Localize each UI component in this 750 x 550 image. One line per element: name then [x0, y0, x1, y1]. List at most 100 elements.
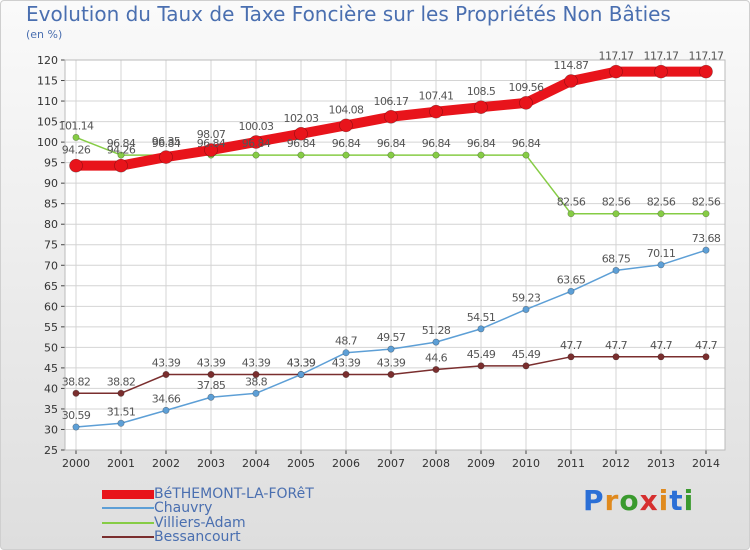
data-label-bethemont-2009: 108.5 [467, 85, 496, 98]
data-point-bessancourt-2008 [432, 366, 440, 374]
data-point-villiers-2014 [702, 210, 710, 218]
data-point-bethemont-2009 [474, 100, 488, 115]
data-label-bessancourt-2004: 43.39 [242, 357, 271, 370]
data-point-chauvry-2004 [252, 389, 260, 397]
legend-swatch-chauvry [102, 507, 154, 509]
y-tick-label-55: 55 [44, 321, 58, 334]
data-point-bessancourt-2009 [477, 362, 485, 370]
data-label-villiers-2005: 96.84 [287, 137, 316, 150]
legend-swatch-bethemont [102, 489, 154, 499]
data-label-bessancourt-2011: 47.7 [560, 339, 583, 352]
data-label-chauvry-2000: 30.59 [62, 409, 91, 422]
data-point-villiers-2011 [567, 210, 575, 218]
data-point-bessancourt-2002 [162, 371, 170, 379]
x-tick-label-2009: 2009 [467, 457, 495, 470]
y-tick-label-35: 35 [44, 403, 58, 416]
data-point-bethemont-2002 [159, 150, 173, 164]
data-label-villiers-2003: 96.84 [197, 137, 226, 150]
y-tick-label-105: 105 [37, 116, 58, 129]
data-point-villiers-2010 [522, 151, 530, 159]
data-point-bethemont-2014 [699, 64, 713, 79]
data-point-bethemont-2008 [429, 104, 443, 119]
logo-letter-3: o [619, 484, 640, 517]
data-point-villiers-2012 [612, 210, 620, 218]
data-label-villiers-2001: 96.84 [107, 137, 136, 150]
legend-swatch-villiers [102, 522, 154, 524]
y-tick-label-95: 95 [44, 157, 58, 170]
data-label-bethemont-2014: 117.17 [689, 50, 724, 63]
logo-letter-1: P [583, 484, 605, 517]
data-point-chauvry-2002 [162, 406, 170, 414]
y-tick-label-100: 100 [37, 136, 58, 149]
x-tick-label-2008: 2008 [422, 457, 450, 470]
x-tick-label-2013: 2013 [647, 457, 675, 470]
data-point-villiers-2007 [387, 151, 395, 159]
data-label-chauvry-2004: 38.8 [245, 375, 268, 388]
data-label-bessancourt-2002: 43.39 [152, 357, 181, 370]
data-point-villiers-2009 [477, 151, 485, 159]
data-label-bessancourt-2010: 45.49 [512, 348, 541, 361]
x-tick-label-2005: 2005 [287, 457, 315, 470]
data-label-bessancourt-2003: 43.39 [197, 357, 226, 370]
y-tick-label-115: 115 [37, 75, 58, 88]
logo-letter-5: i [658, 484, 670, 517]
data-point-villiers-2005 [297, 151, 305, 159]
data-label-bessancourt-2005: 43.39 [287, 357, 316, 370]
legend-item-villiers: Villiers-Adam [102, 516, 246, 530]
y-tick-label-45: 45 [44, 362, 58, 375]
legend-label-villiers: Villiers-Adam [154, 515, 246, 531]
legend-item-bessancourt: Bessancourt [102, 530, 241, 544]
data-label-villiers-2012: 82.56 [602, 196, 631, 209]
data-label-bethemont-2010: 109.56 [509, 81, 544, 94]
data-point-bethemont-2000 [69, 158, 83, 173]
y-tick-label-90: 90 [44, 177, 58, 190]
data-point-villiers-2000 [72, 133, 80, 141]
data-label-bethemont-2004: 100.03 [239, 120, 274, 133]
data-point-bessancourt-2013 [657, 353, 665, 361]
data-label-bessancourt-2009: 45.49 [467, 348, 496, 361]
data-point-chauvry-2014 [702, 246, 710, 254]
x-tick-label-2006: 2006 [332, 457, 360, 470]
legend-swatch-bessancourt [102, 536, 154, 538]
x-tick-label-2001: 2001 [107, 457, 135, 470]
data-label-villiers-2007: 96.84 [377, 137, 406, 150]
data-label-bessancourt-2013: 47.7 [650, 339, 673, 352]
data-label-chauvry-2014: 73.68 [692, 232, 721, 245]
data-label-chauvry-2011: 63.65 [557, 273, 586, 286]
data-label-bessancourt-2001: 38.82 [107, 375, 136, 388]
data-label-bessancourt-2014: 47.7 [695, 339, 718, 352]
data-point-chauvry-2008 [432, 338, 440, 346]
plot-area [65, 60, 725, 450]
data-label-chauvry-2012: 68.75 [602, 252, 631, 265]
data-label-bessancourt-2008: 44.6 [425, 352, 448, 365]
data-label-villiers-2010: 96.84 [512, 137, 541, 150]
data-point-chauvry-2011 [567, 287, 575, 295]
data-point-bethemont-2005 [294, 126, 308, 141]
data-label-chauvry-2005: 43.39 [287, 357, 316, 370]
data-label-bessancourt-2007: 43.39 [377, 357, 406, 370]
data-point-chauvry-2013 [657, 261, 665, 269]
data-point-villiers-2006 [342, 151, 350, 159]
data-point-chauvry-2010 [522, 305, 530, 313]
x-tick-label-2003: 2003 [197, 457, 225, 470]
data-point-bethemont-2011 [564, 74, 578, 88]
x-tick-label-2012: 2012 [602, 457, 630, 470]
x-tick-label-2004: 2004 [242, 457, 270, 470]
data-label-villiers-2008: 96.84 [422, 137, 451, 150]
logo-letter-4: x [639, 484, 659, 517]
logo-letter-7: i [683, 484, 695, 517]
data-label-chauvry-2013: 70.11 [647, 247, 676, 260]
x-tick-label-2000: 2000 [62, 457, 90, 470]
data-label-bethemont-2003: 98.07 [197, 128, 226, 141]
data-point-chauvry-2003 [207, 393, 215, 401]
y-tick-label-75: 75 [44, 239, 58, 252]
data-label-bethemont-2007: 106.17 [374, 95, 409, 108]
data-label-chauvry-2003: 37.85 [197, 379, 226, 392]
legend-item-chauvry: Chauvry [102, 501, 212, 515]
data-point-villiers-2001 [117, 151, 125, 159]
data-label-villiers-2011: 82.56 [557, 196, 586, 209]
plot-border [64, 59, 726, 451]
y-tick-label-50: 50 [44, 341, 58, 354]
chart-subtitle: (en %) [26, 28, 63, 41]
chart-title: Evolution du Taux de Taxe Foncière sur l… [26, 2, 671, 26]
